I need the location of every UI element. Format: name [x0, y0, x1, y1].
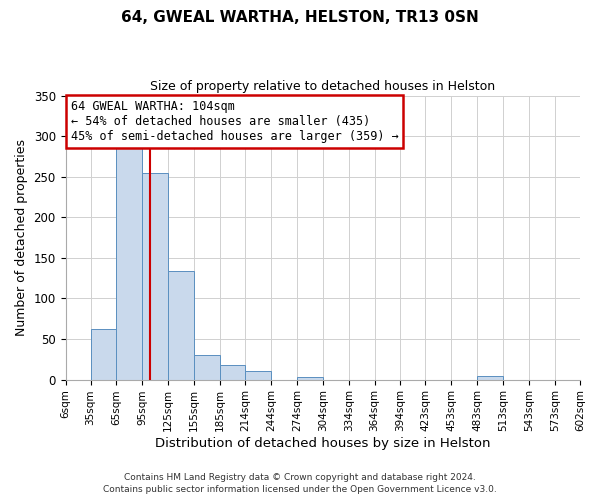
- Bar: [91, 330, 116, 380]
- Bar: [142, 172, 168, 380]
- Text: Contains HM Land Registry data © Crown copyright and database right 2024.: Contains HM Land Registry data © Crown c…: [124, 473, 476, 482]
- Bar: [297, 377, 323, 380]
- Title: Size of property relative to detached houses in Helston: Size of property relative to detached ho…: [150, 80, 496, 93]
- Text: 64, GWEAL WARTHA, HELSTON, TR13 0SN: 64, GWEAL WARTHA, HELSTON, TR13 0SN: [121, 10, 479, 25]
- Bar: [116, 144, 142, 380]
- Bar: [194, 356, 220, 380]
- Bar: [220, 365, 245, 380]
- Bar: [477, 376, 503, 380]
- Bar: [168, 271, 194, 380]
- Bar: [245, 370, 271, 380]
- Text: Contains public sector information licensed under the Open Government Licence v3: Contains public sector information licen…: [103, 484, 497, 494]
- X-axis label: Distribution of detached houses by size in Helston: Distribution of detached houses by size …: [155, 437, 491, 450]
- Y-axis label: Number of detached properties: Number of detached properties: [15, 139, 28, 336]
- Text: 64 GWEAL WARTHA: 104sqm
← 54% of detached houses are smaller (435)
45% of semi-d: 64 GWEAL WARTHA: 104sqm ← 54% of detache…: [71, 100, 398, 143]
